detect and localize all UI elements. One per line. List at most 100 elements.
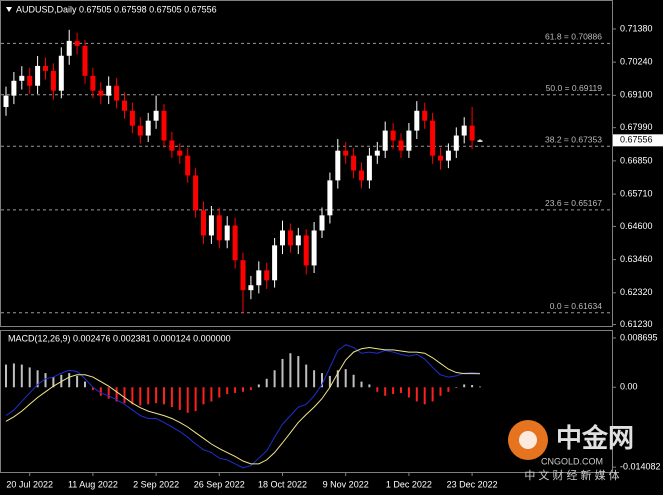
macd-histogram-bar	[344, 369, 347, 388]
candle-body	[461, 125, 467, 136]
menu-arrow	[6, 7, 12, 12]
macd-line	[5, 344, 481, 469]
candle-body	[406, 130, 412, 151]
candle-body	[390, 130, 396, 141]
macd-histogram-bar	[415, 387, 418, 402]
candle-body	[98, 90, 104, 96]
x-tick-label: 9 Nov 2022	[323, 479, 369, 489]
macd-histogram-bar	[218, 387, 221, 398]
macd-histogram-bar	[336, 370, 339, 388]
macd-histogram-bar	[234, 387, 237, 393]
candle-body	[106, 85, 112, 96]
macd-histogram-bar	[163, 387, 165, 405]
candle-body	[27, 75, 33, 86]
macd-histogram-bar	[400, 387, 402, 393]
macd-histogram-bar	[313, 370, 316, 388]
macd-histogram-bar	[107, 387, 110, 399]
y-tick-label: 0.69100	[620, 90, 653, 100]
candle-body	[430, 120, 436, 156]
x-tick-label: 23 Dec 2022	[447, 479, 498, 489]
candle-body	[248, 285, 254, 291]
candle-body	[177, 150, 183, 156]
macd-histogram-bar	[265, 378, 268, 388]
x-tick-label: 2 Sep 2022	[133, 479, 179, 489]
candle-body	[185, 155, 191, 176]
macd-histogram-bar	[447, 387, 450, 392]
candle-body	[66, 40, 72, 56]
candle-body	[114, 85, 120, 101]
macd-histogram-bar	[407, 387, 410, 398]
candle-body	[343, 150, 349, 156]
x-tick-label: 18 Oct 2022	[258, 479, 307, 489]
macd-histogram-bar	[155, 387, 158, 404]
x-tick-label: 11 Aug 2022	[68, 479, 118, 489]
candle-body	[35, 65, 41, 86]
macd-histogram-bar	[439, 387, 442, 396]
y-tick-label: 0.62320	[620, 287, 653, 297]
macd-line	[5, 347, 481, 465]
macd-histogram-bar	[242, 387, 244, 392]
macd-histogram-bar	[328, 375, 331, 388]
y-tick-label: 0.66850	[620, 155, 653, 165]
candle-body	[193, 175, 199, 211]
y-tick-label: 0.67990	[620, 122, 653, 132]
y-tick-label: 0.63460	[620, 254, 653, 264]
macd-histogram-bar	[368, 384, 371, 388]
candle-body	[335, 150, 341, 181]
macd-histogram-bar	[455, 387, 458, 388]
macd-histogram-bar	[194, 387, 197, 412]
watermark-slogan: 中 文 财 经 新 媒 体	[524, 468, 619, 482]
candle-body	[422, 110, 428, 121]
candle-body	[50, 70, 56, 91]
macd-histogram-bar	[20, 364, 23, 388]
candle-body	[232, 225, 238, 261]
macd-histogram-bar	[360, 381, 363, 388]
y-tick-label: 0.71380	[620, 23, 653, 33]
macd-histogram-bar	[423, 387, 426, 405]
candle-body	[438, 155, 443, 161]
candle-body	[351, 155, 357, 171]
candle-body	[374, 150, 380, 156]
candle-body	[256, 270, 262, 286]
logo-inner	[519, 431, 537, 449]
fib-label: 0.0 = 0.61634	[550, 301, 603, 311]
macd-histogram-bar	[12, 363, 15, 388]
candle-body	[153, 110, 159, 121]
current-price-label: 0.67556	[620, 135, 653, 145]
macd-y-tick-label: -0.014082	[620, 462, 661, 472]
macd-title: MACD(12,26,9) 0.002476 0.002381 0.000124…	[8, 333, 231, 343]
macd-panel-frame	[0, 330, 613, 473]
candle-body	[3, 95, 9, 108]
macd-histogram-bar	[68, 373, 71, 388]
candle-body	[169, 140, 175, 151]
macd-histogram-bar	[249, 387, 252, 391]
candle-body	[58, 55, 64, 91]
macd-histogram-bar	[123, 387, 126, 404]
macd-histogram-bar	[289, 353, 292, 388]
candle-body	[414, 110, 420, 131]
macd-histogram-bar	[115, 387, 118, 402]
macd-histogram-bar	[384, 387, 387, 396]
macd-histogram-bar	[44, 373, 47, 388]
chart-title: AUDUSD,Daily 0.67505 0.67598 0.67505 0.6…	[16, 4, 217, 14]
fib-label: 38.2 = 0.67353	[545, 134, 602, 144]
fib-label: 23.6 = 0.65167	[545, 198, 602, 208]
candle-body	[280, 230, 285, 246]
candle-body	[208, 215, 214, 236]
macd-histogram-bar	[84, 381, 86, 388]
macd-histogram-bar	[321, 373, 323, 388]
macd-histogram-bar	[479, 386, 481, 388]
candle-body	[74, 40, 80, 46]
macd-histogram-bar	[52, 377, 55, 388]
macd-histogram-bar	[139, 387, 142, 406]
x-tick-label: 26 Sep 2022	[194, 479, 245, 489]
candle-body	[477, 140, 483, 142]
candle-body	[240, 260, 246, 291]
y-tick-label: 0.61230	[620, 319, 653, 329]
candle-body	[327, 180, 333, 216]
macd-histogram-bar	[210, 387, 213, 402]
candle-body	[469, 125, 475, 141]
